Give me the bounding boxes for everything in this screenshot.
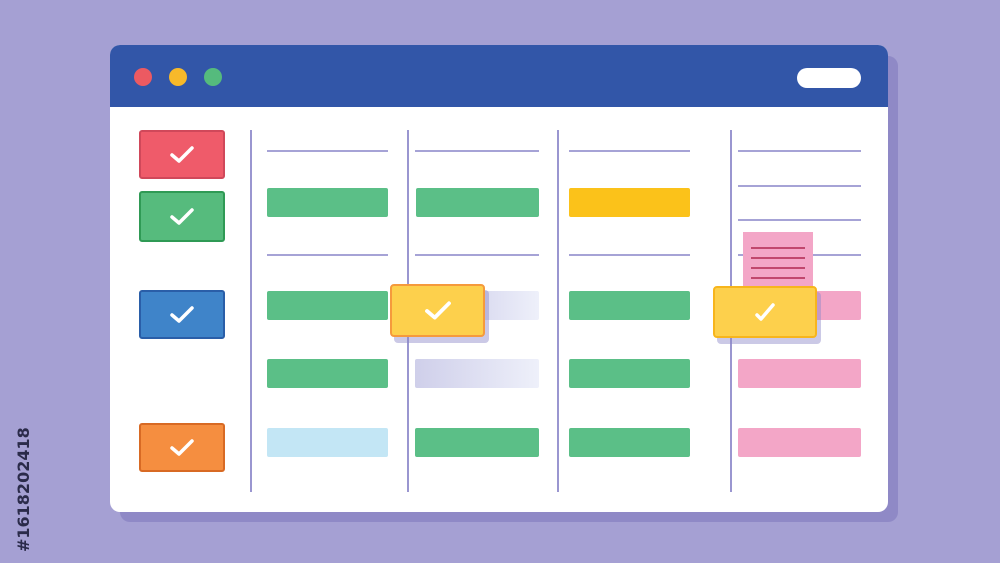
check-icon xyxy=(170,305,194,323)
maximize-button[interactable] xyxy=(204,68,222,86)
check-icon xyxy=(170,145,194,163)
row-line xyxy=(267,254,388,256)
task-bar[interactable] xyxy=(569,188,690,217)
task-bar[interactable] xyxy=(267,188,388,217)
check-icon xyxy=(755,303,775,321)
column-header-line xyxy=(415,150,539,152)
checkbox-orange[interactable] xyxy=(139,423,225,472)
column-header-line xyxy=(738,150,861,152)
check-icon xyxy=(424,300,451,320)
task-bar[interactable] xyxy=(738,428,861,457)
checkbox-red[interactable] xyxy=(139,130,225,179)
column-header-line xyxy=(267,150,388,152)
column-divider xyxy=(557,130,559,492)
dragged-task-card[interactable] xyxy=(390,284,485,337)
task-bar[interactable] xyxy=(415,359,539,388)
task-bar[interactable] xyxy=(267,291,388,320)
checkbox-blue[interactable] xyxy=(139,290,225,339)
stock-id: #1618202418 xyxy=(14,427,33,552)
row-line xyxy=(738,185,861,187)
search-pill[interactable] xyxy=(797,68,861,88)
row-line xyxy=(415,254,539,256)
sticky-note[interactable] xyxy=(743,232,813,290)
row-line xyxy=(738,219,861,221)
task-bar[interactable] xyxy=(415,428,539,457)
minimize-button[interactable] xyxy=(169,68,187,86)
check-icon xyxy=(170,207,194,225)
row-line xyxy=(569,254,690,256)
checkbox-green[interactable] xyxy=(139,191,225,242)
check-icon xyxy=(170,438,194,456)
task-bar[interactable] xyxy=(267,428,388,457)
task-bar[interactable] xyxy=(569,428,690,457)
task-bar[interactable] xyxy=(569,359,690,388)
close-button[interactable] xyxy=(134,68,152,86)
task-bar[interactable] xyxy=(569,291,690,320)
column-header-line xyxy=(569,150,690,152)
dragged-task-card[interactable] xyxy=(713,286,817,338)
title-bar xyxy=(110,45,888,107)
task-bar[interactable] xyxy=(738,359,861,388)
task-bar[interactable] xyxy=(416,188,539,217)
column-divider xyxy=(250,130,252,492)
task-bar[interactable] xyxy=(267,359,388,388)
